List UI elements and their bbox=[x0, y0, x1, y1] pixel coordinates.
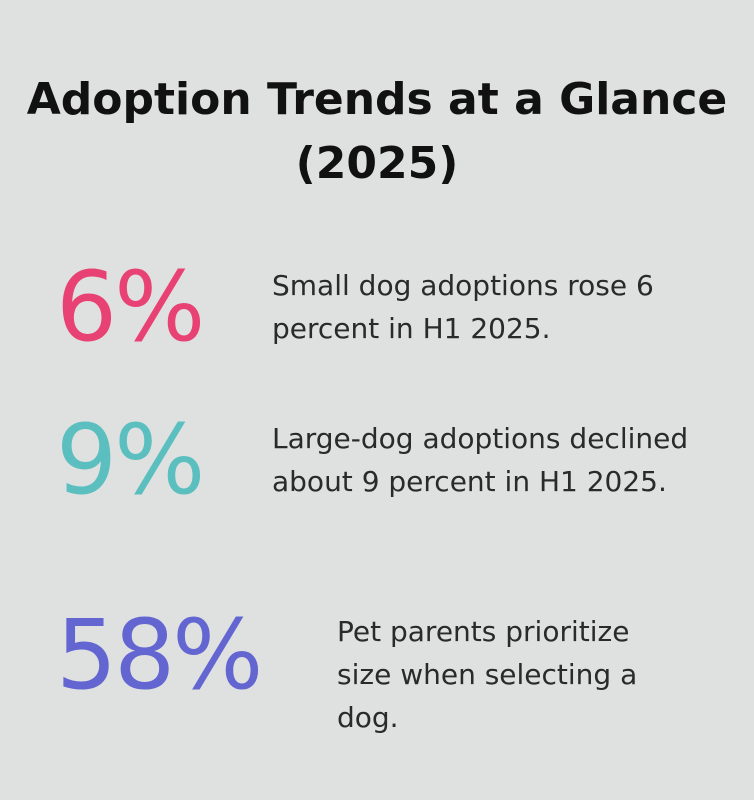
page-title: Adoption Trends at a Glance (2025) bbox=[26, 74, 728, 189]
stat-value-size-priority: 58% bbox=[56, 599, 263, 711]
stat-text-large-dogs: Large-dog adoptions declined about 9 per… bbox=[272, 422, 689, 498]
stat-text-small-dogs: Small dog adoptions rose 6 percent in H1… bbox=[272, 269, 654, 345]
stat-text-size-priority: Pet parents prioritize size when selecti… bbox=[337, 615, 638, 734]
stat-value-small-dogs: 6% bbox=[56, 251, 205, 363]
stat-value-large-dogs: 9% bbox=[56, 404, 205, 516]
